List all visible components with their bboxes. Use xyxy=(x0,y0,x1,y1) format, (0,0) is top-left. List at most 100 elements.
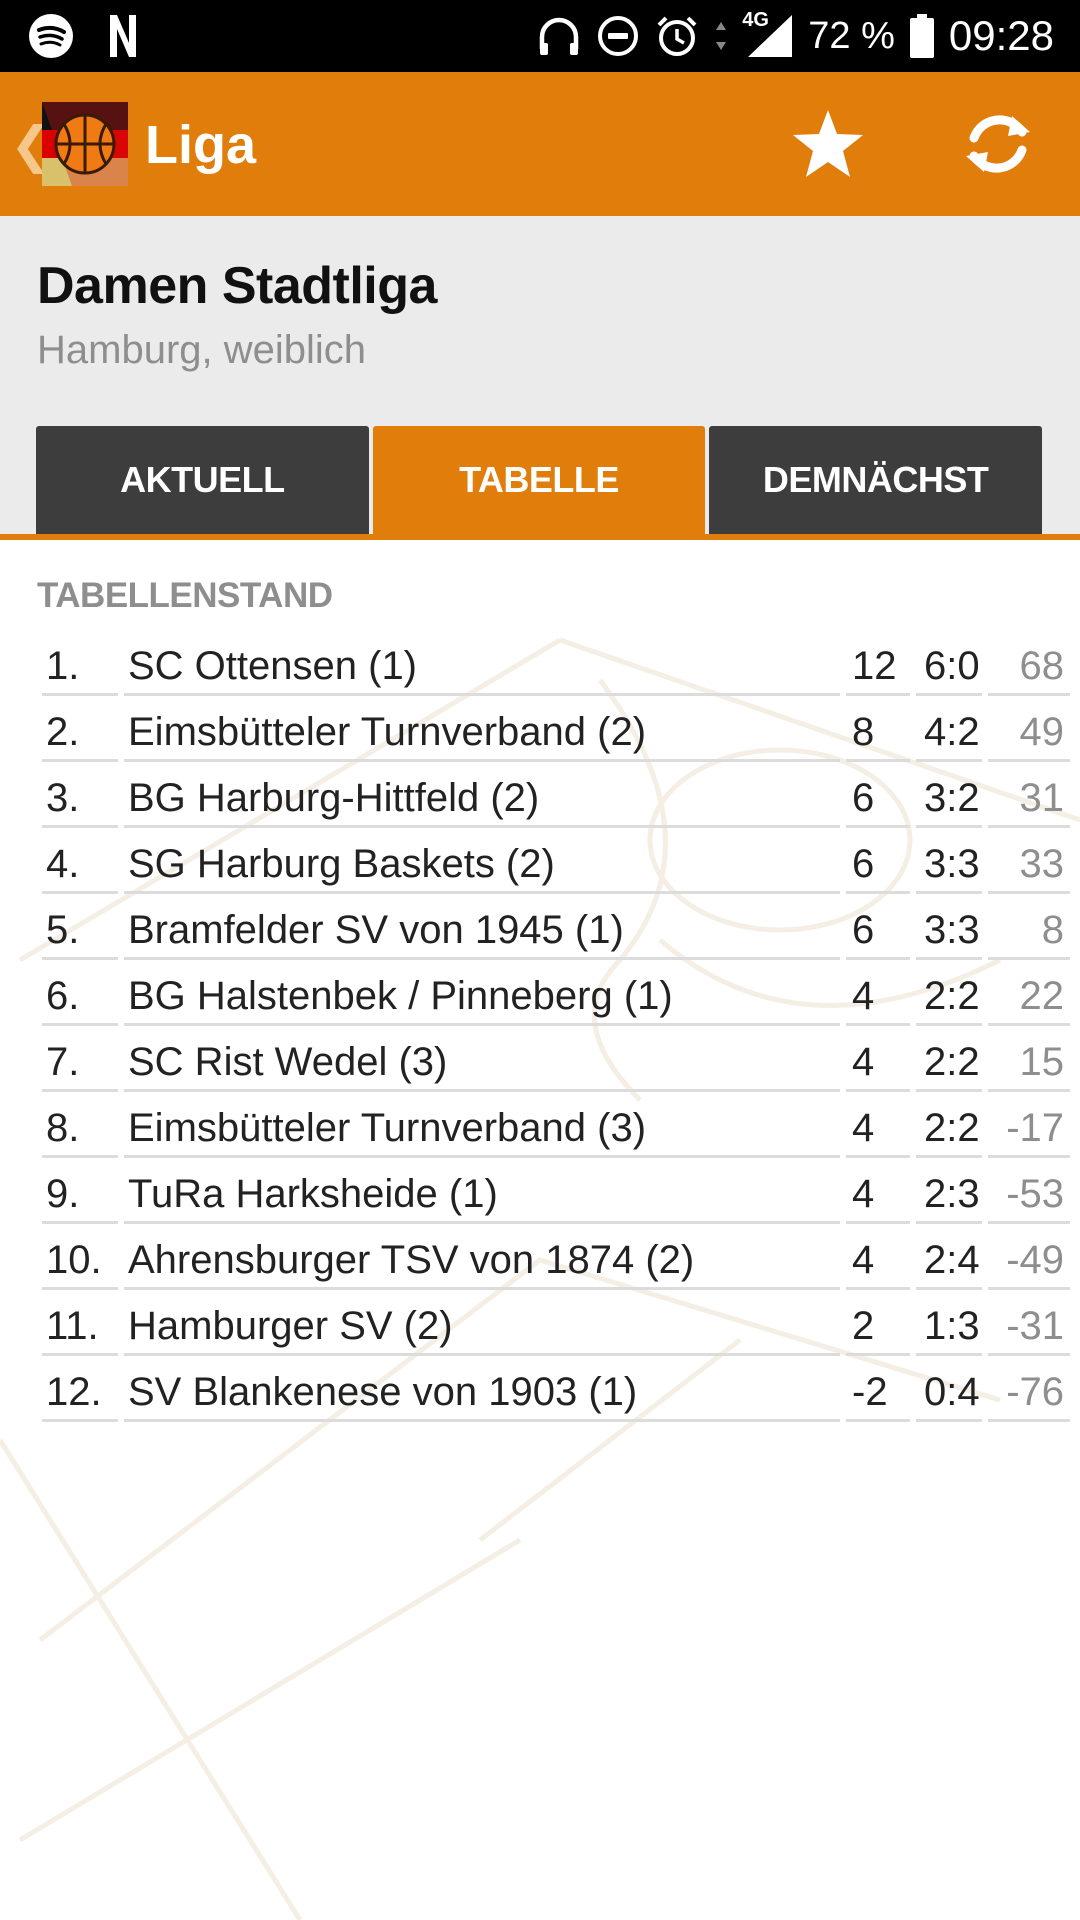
table-row[interactable]: 12. SV Blankenese von 1903 (1) -2 0:4 -76 xyxy=(40,1362,1070,1428)
games-cell: 2:2 xyxy=(916,966,982,1026)
points-cell: 8 xyxy=(846,702,910,762)
points-cell: 4 xyxy=(846,1032,910,1092)
games-cell: 2:3 xyxy=(916,1164,982,1224)
table-row[interactable]: 10. Ahrensburger TSV von 1874 (2) 4 2:4 -49 xyxy=(40,1230,1070,1296)
network-type: 4G xyxy=(742,9,769,31)
diff-cell: -31 xyxy=(988,1296,1070,1356)
league-subtitle: Hamburg, weiblich xyxy=(37,328,367,372)
diff-cell: 8 xyxy=(988,900,1070,960)
section-label: TABELLENSTAND xyxy=(37,576,333,615)
team-cell: Bramfelder SV von 1945 (1) xyxy=(124,900,840,960)
diff-cell: -53 xyxy=(988,1164,1070,1224)
team-cell: TuRa Harksheide (1) xyxy=(124,1164,840,1224)
app-bar: ❮ Liga xyxy=(0,72,1080,216)
diff-cell: -49 xyxy=(988,1230,1070,1290)
league-header: Damen Stadtliga Hamburg, weiblich AKTUEL… xyxy=(0,216,1080,534)
tab-bar: AKTUELL TABELLE DEMNÄCHST xyxy=(36,426,1043,534)
table-row[interactable]: 11. Hamburger SV (2) 2 1:3 -31 xyxy=(40,1296,1070,1362)
basketball-logo[interactable] xyxy=(42,102,128,186)
games-cell: 2:2 xyxy=(916,1032,982,1092)
table-row[interactable]: 3. BG Harburg-Hittfeld (2) 6 3:2 31 xyxy=(40,768,1070,834)
rank-cell: 10. xyxy=(42,1230,118,1290)
rank-cell: 3. xyxy=(42,768,118,828)
rank-cell: 8. xyxy=(42,1098,118,1158)
diff-cell: -76 xyxy=(988,1362,1070,1422)
star-icon xyxy=(793,110,863,177)
status-bar: 4G 72 % 09:28 xyxy=(0,0,1080,72)
refresh-icon xyxy=(966,115,1030,173)
points-cell: 12 xyxy=(846,636,910,696)
battery-icon xyxy=(909,13,935,59)
table-row[interactable]: 2. Eimsbütteler Turnverband (2) 8 4:2 49 xyxy=(40,702,1070,768)
rank-cell: 12. xyxy=(42,1362,118,1422)
games-cell: 3:3 xyxy=(916,900,982,960)
diff-cell: -17 xyxy=(988,1098,1070,1158)
points-cell: 6 xyxy=(846,834,910,894)
table-row[interactable]: 5. Bramfelder SV von 1945 (1) 6 3:3 8 xyxy=(40,900,1070,966)
standings-content[interactable]: TABELLENSTAND 1. SC Ottensen (1) 12 6:0 68 2.… xyxy=(0,540,1080,1920)
rank-cell: 7. xyxy=(42,1032,118,1092)
app-title: Liga xyxy=(145,115,257,175)
league-title: Damen Stadtliga xyxy=(37,257,437,315)
games-cell: 2:2 xyxy=(916,1098,982,1158)
games-cell: 0:4 xyxy=(916,1362,982,1422)
games-cell: 1:3 xyxy=(916,1296,982,1356)
points-cell: 2 xyxy=(846,1296,910,1356)
do-not-disturb-icon xyxy=(596,14,640,58)
table-row[interactable]: 6. BG Halstenbek / Pinneberg (1) 4 2:2 22 xyxy=(40,966,1070,1032)
team-cell: SG Harburg Baskets (2) xyxy=(124,834,840,894)
standings-table: 1. SC Ottensen (1) 12 6:0 68 2. Eimsbütteler T… xyxy=(40,636,1070,1428)
alarm-icon xyxy=(654,13,700,59)
diff-cell: 22 xyxy=(988,966,1070,1026)
diff-cell: 49 xyxy=(988,702,1070,762)
favorite-button[interactable] xyxy=(790,108,866,180)
tab-aktuell[interactable]: AKTUELL xyxy=(36,426,369,534)
rank-cell: 1. xyxy=(42,636,118,696)
rank-cell: 9. xyxy=(42,1164,118,1224)
team-cell: Eimsbütteler Turnverband (3) xyxy=(124,1098,840,1158)
clock: 09:28 xyxy=(948,12,1054,59)
diff-cell: 15 xyxy=(988,1032,1070,1092)
table-row[interactable]: 8. Eimsbütteler Turnverband (3) 4 2:2 -17 xyxy=(40,1098,1070,1164)
rank-cell: 11. xyxy=(42,1296,118,1356)
table-row[interactable]: 7. SC Rist Wedel (3) 4 2:2 15 xyxy=(40,1032,1070,1098)
signal-icon: 4G xyxy=(742,9,794,59)
table-row[interactable]: 4. SG Harburg Baskets (2) 6 3:3 33 xyxy=(40,834,1070,900)
points-cell: 6 xyxy=(846,900,910,960)
rank-cell: 2. xyxy=(42,702,118,762)
games-cell: 3:3 xyxy=(916,834,982,894)
points-cell: 4 xyxy=(846,966,910,1026)
rank-cell: 6. xyxy=(42,966,118,1026)
games-cell: 6:0 xyxy=(916,636,982,696)
team-cell: BG Harburg-Hittfeld (2) xyxy=(124,768,840,828)
team-cell: BG Halstenbek / Pinneberg (1) xyxy=(124,966,840,1026)
table-row[interactable]: 9. TuRa Harksheide (1) 4 2:3 -53 xyxy=(40,1164,1070,1230)
team-cell: Eimsbütteler Turnverband (2) xyxy=(124,702,840,762)
team-cell: SC Ottensen (1) xyxy=(124,636,840,696)
netflix-icon xyxy=(108,13,138,59)
points-cell: -2 xyxy=(846,1362,910,1422)
battery-percent: 72 % xyxy=(808,14,895,57)
tab-tabelle[interactable]: TABELLE xyxy=(372,426,706,534)
headphones-icon xyxy=(536,13,582,59)
team-cell: Hamburger SV (2) xyxy=(124,1296,840,1356)
team-cell: Ahrensburger TSV von 1874 (2) xyxy=(124,1230,840,1290)
spotify-icon xyxy=(28,13,74,59)
diff-cell: 31 xyxy=(988,768,1070,828)
points-cell: 4 xyxy=(846,1164,910,1224)
games-cell: 3:2 xyxy=(916,768,982,828)
table-row[interactable]: 1. SC Ottensen (1) 12 6:0 68 xyxy=(40,636,1070,702)
games-cell: 2:4 xyxy=(916,1230,982,1290)
team-cell: SC Rist Wedel (3) xyxy=(124,1032,840,1092)
points-cell: 4 xyxy=(846,1098,910,1158)
refresh-button[interactable] xyxy=(956,102,1040,186)
data-arrows-icon xyxy=(714,16,728,56)
points-cell: 6 xyxy=(846,768,910,828)
diff-cell: 33 xyxy=(988,834,1070,894)
rank-cell: 4. xyxy=(42,834,118,894)
tab-indicator-line xyxy=(0,534,1080,540)
games-cell: 4:2 xyxy=(916,702,982,762)
diff-cell: 68 xyxy=(988,636,1070,696)
tab-demnaechst[interactable]: DEMNÄCHST xyxy=(709,426,1043,534)
rank-cell: 5. xyxy=(42,900,118,960)
